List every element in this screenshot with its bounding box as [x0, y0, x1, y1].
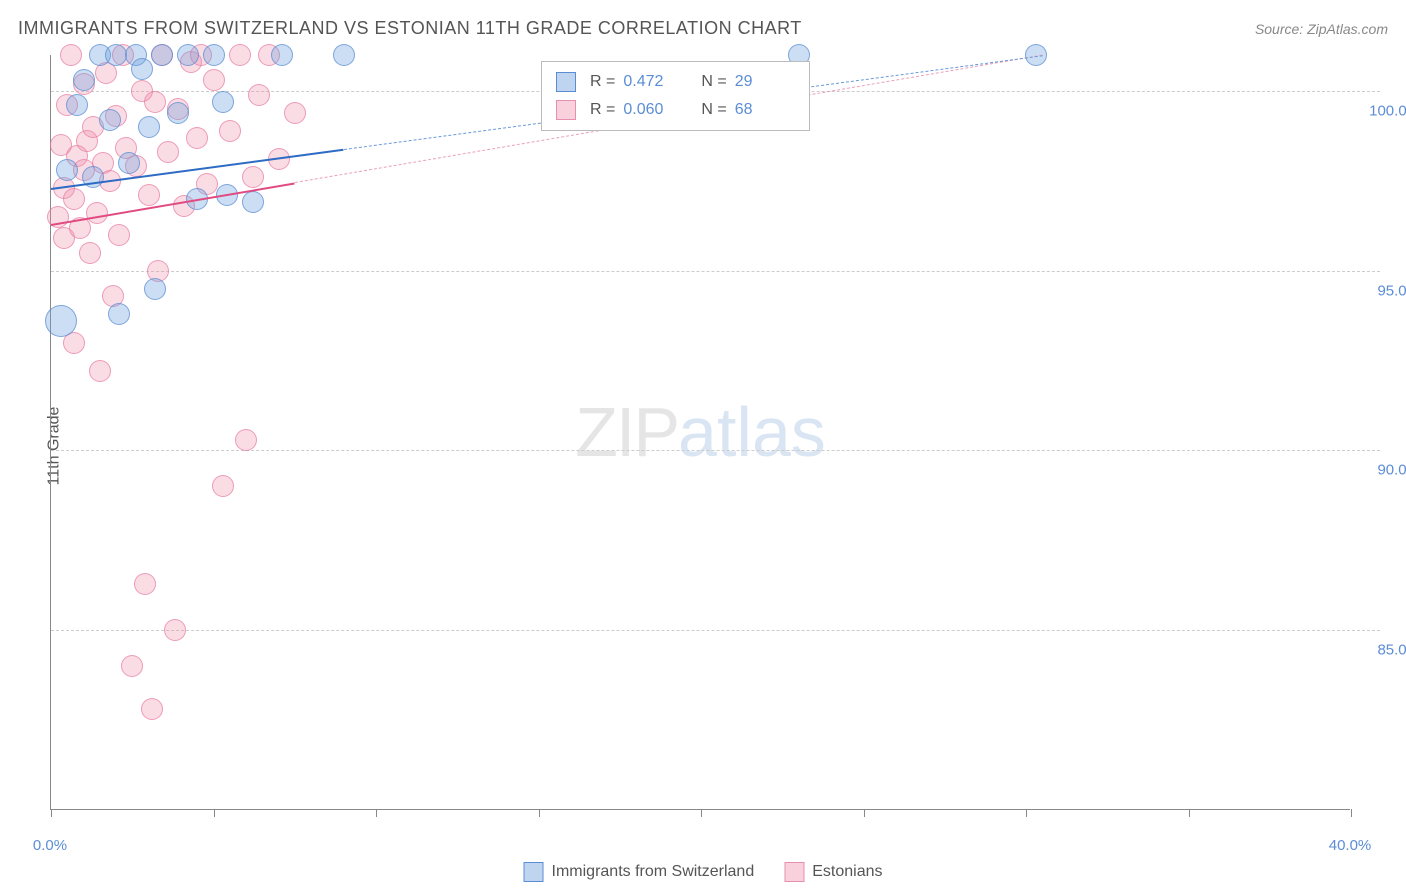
r-label: R = — [590, 73, 615, 91]
data-point — [203, 69, 225, 91]
x-tick — [376, 809, 377, 817]
legend-swatch-b — [556, 100, 576, 120]
legend-label-b: Estonians — [812, 863, 882, 881]
data-point — [167, 102, 189, 124]
data-point — [99, 109, 121, 131]
data-point — [108, 224, 130, 246]
data-point — [121, 655, 143, 677]
legend-swatch-a — [524, 862, 544, 882]
data-point — [235, 429, 257, 451]
data-point — [157, 141, 179, 163]
watermark-atlas: atlas — [678, 393, 826, 471]
data-point — [242, 166, 264, 188]
y-tick-label: 100.0% — [1369, 102, 1406, 119]
data-point — [131, 58, 153, 80]
data-point — [134, 573, 156, 595]
data-point — [186, 127, 208, 149]
data-point — [284, 102, 306, 124]
x-tick — [539, 809, 540, 817]
data-point — [144, 91, 166, 113]
x-axis-start-label: 0.0% — [33, 837, 67, 854]
legend-swatch-a — [556, 72, 576, 92]
data-point — [219, 120, 241, 142]
watermark-zip: ZIP — [575, 393, 678, 471]
data-point — [108, 303, 130, 325]
data-point — [164, 619, 186, 641]
data-point — [271, 44, 293, 66]
data-point — [144, 278, 166, 300]
chart-source: Source: ZipAtlas.com — [1255, 21, 1388, 37]
y-tick-label: 85.0% — [1377, 642, 1406, 659]
data-point — [141, 698, 163, 720]
legend-row-a: R = 0.472 N = 29 — [556, 68, 795, 96]
r-value: 0.472 — [623, 73, 683, 91]
data-point — [333, 44, 355, 66]
y-tick-label: 90.0% — [1377, 462, 1406, 479]
data-point — [118, 152, 140, 174]
data-point — [60, 44, 82, 66]
legend-label-a: Immigrants from Switzerland — [552, 863, 755, 881]
data-point — [177, 44, 199, 66]
data-point — [138, 184, 160, 206]
plot-area: ZIPatlas 85.0%90.0%95.0%100.0% R = 0.472… — [50, 55, 1350, 810]
r-value: 0.060 — [623, 101, 683, 119]
y-tick-label: 95.0% — [1377, 282, 1406, 299]
x-tick — [214, 809, 215, 817]
legend-row-b: R = 0.060 N = 68 — [556, 96, 795, 124]
legend-swatch-b — [784, 862, 804, 882]
legend-item-b: Estonians — [784, 862, 882, 882]
data-point — [63, 188, 85, 210]
x-tick — [701, 809, 702, 817]
data-point — [56, 159, 78, 181]
data-point — [212, 475, 234, 497]
r-label: R = — [590, 101, 615, 119]
chart-header: IMMIGRANTS FROM SWITZERLAND VS ESTONIAN … — [18, 18, 1388, 39]
legend-item-a: Immigrants from Switzerland — [524, 862, 755, 882]
x-tick — [1189, 809, 1190, 817]
data-point — [45, 305, 77, 337]
data-point — [212, 91, 234, 113]
data-point — [248, 84, 270, 106]
x-tick — [1026, 809, 1027, 817]
watermark: ZIPatlas — [575, 392, 826, 472]
data-point — [229, 44, 251, 66]
x-tick — [51, 809, 52, 817]
data-point — [89, 360, 111, 382]
n-value: 68 — [735, 101, 795, 119]
n-label: N = — [701, 101, 726, 119]
series-legend: Immigrants from Switzerland Estonians — [524, 862, 883, 882]
gridline — [51, 271, 1380, 272]
data-point — [151, 44, 173, 66]
data-point — [242, 191, 264, 213]
data-point — [138, 116, 160, 138]
data-point — [86, 202, 108, 224]
gridline — [51, 630, 1380, 631]
x-tick — [864, 809, 865, 817]
x-tick — [1351, 809, 1352, 817]
chart-title: IMMIGRANTS FROM SWITZERLAND VS ESTONIAN … — [18, 18, 802, 39]
n-label: N = — [701, 73, 726, 91]
data-point — [73, 69, 95, 91]
correlation-legend: R = 0.472 N = 29 R = 0.060 N = 68 — [541, 61, 810, 131]
n-value: 29 — [735, 73, 795, 91]
data-point — [203, 44, 225, 66]
data-point — [79, 242, 101, 264]
data-point — [66, 94, 88, 116]
x-axis-end-label: 40.0% — [1329, 837, 1372, 854]
gridline — [51, 450, 1380, 451]
